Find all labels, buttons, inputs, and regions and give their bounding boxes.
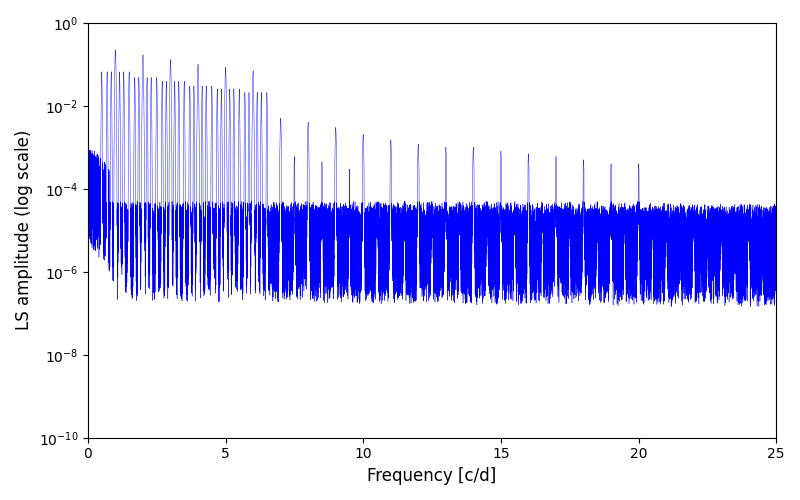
X-axis label: Frequency [c/d]: Frequency [c/d] [367,467,497,485]
Y-axis label: LS amplitude (log scale): LS amplitude (log scale) [15,130,33,330]
